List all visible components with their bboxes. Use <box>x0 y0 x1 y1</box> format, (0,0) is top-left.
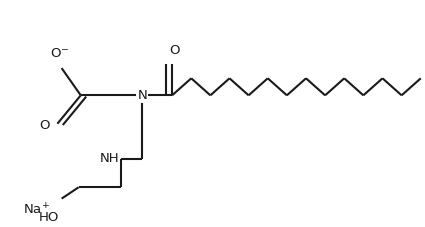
Text: Na$^{+}$: Na$^{+}$ <box>23 203 50 218</box>
Text: N: N <box>138 89 147 102</box>
Text: O: O <box>170 44 180 57</box>
Text: NH: NH <box>99 152 119 165</box>
Text: O: O <box>40 119 50 133</box>
Text: HO: HO <box>39 211 59 224</box>
Text: O$^{-}$: O$^{-}$ <box>50 47 69 60</box>
